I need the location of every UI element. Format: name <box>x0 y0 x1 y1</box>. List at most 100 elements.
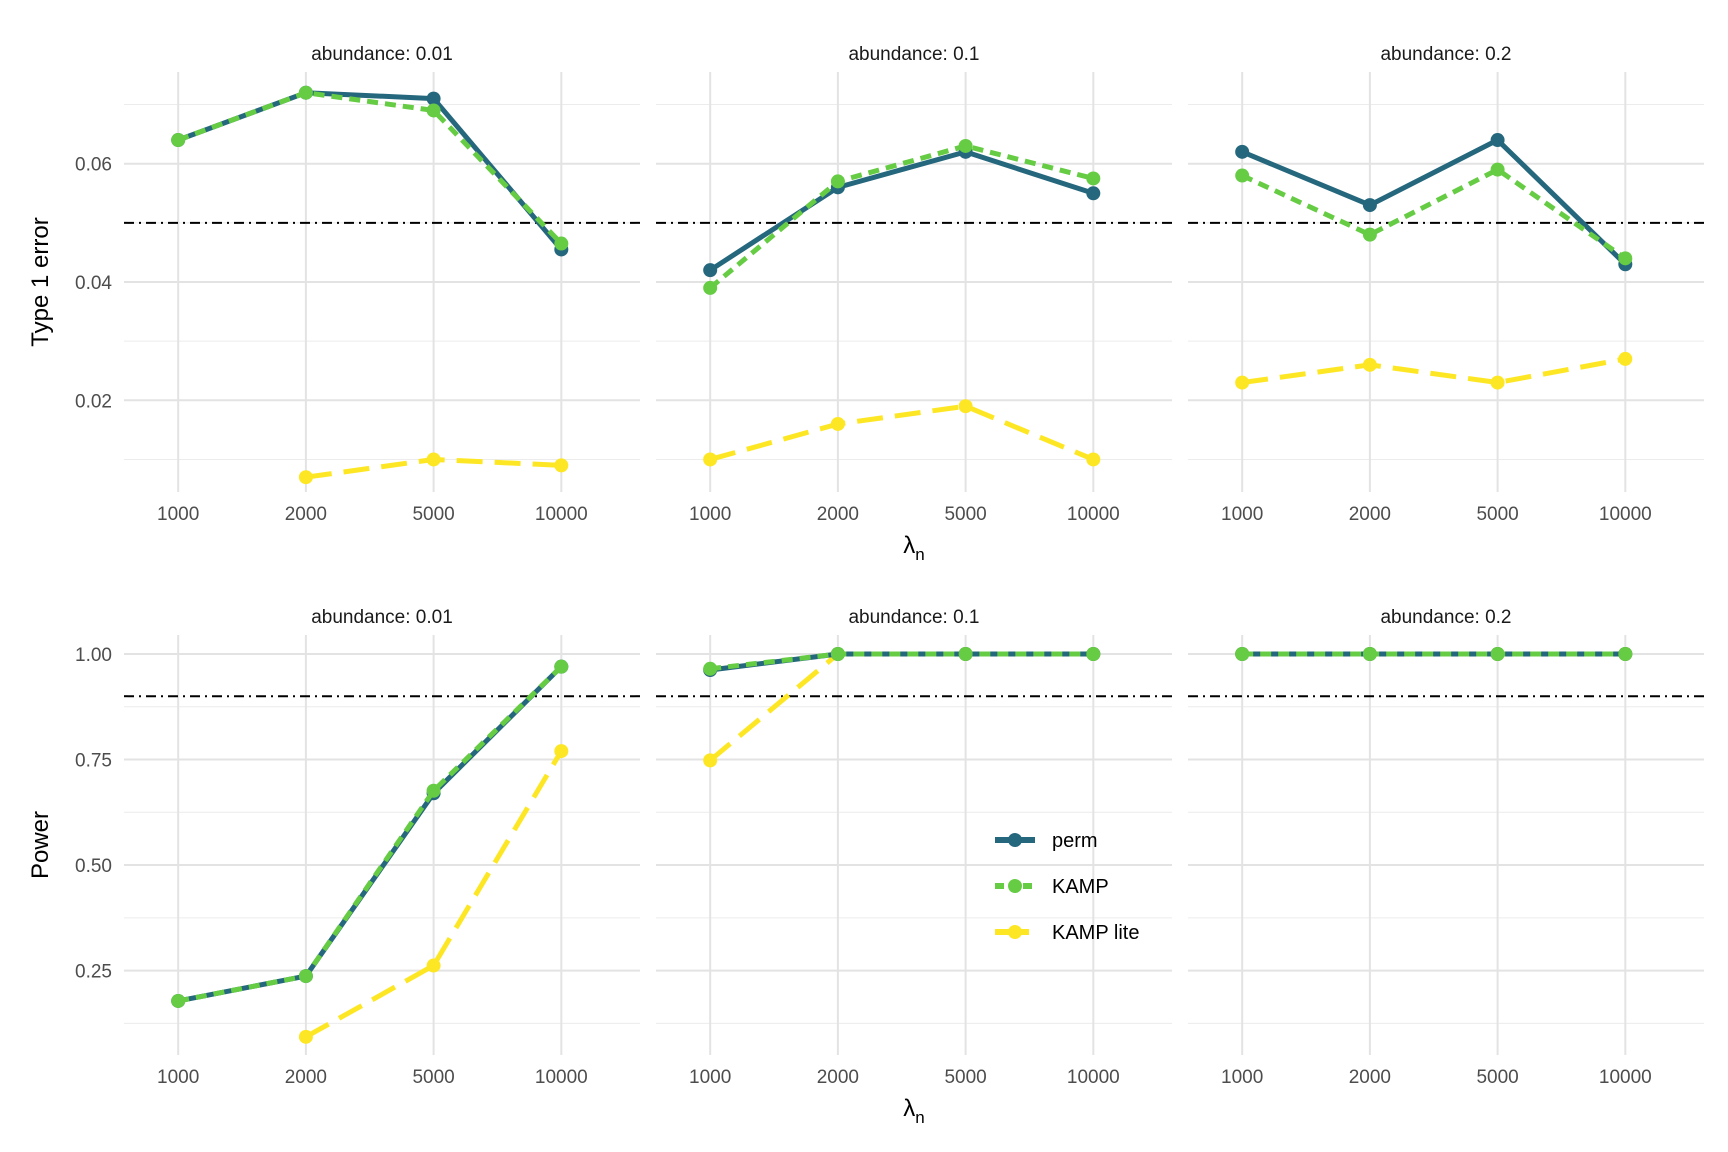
data-point-kamp <box>554 659 569 674</box>
panel-title: abundance: 0.1 <box>848 44 979 65</box>
data-point-kamp <box>830 646 845 661</box>
data-point-kamp <box>1235 168 1250 183</box>
data-point-kamp <box>298 969 313 984</box>
data-point-kamp <box>426 103 441 118</box>
x-tick-label: 10000 <box>1067 1067 1120 1088</box>
panel-title: abundance: 0.01 <box>311 607 453 628</box>
data-point-perm <box>703 263 718 278</box>
data-point-kamp-lite <box>703 753 718 768</box>
x-axis-label-main: λ <box>903 1095 915 1122</box>
y-tick-label: 0.04 <box>75 273 112 294</box>
x-tick-label: 1000 <box>157 504 199 525</box>
x-tick-label: 5000 <box>944 504 986 525</box>
data-point-kamp-lite <box>554 744 569 759</box>
x-tick-label: 2000 <box>817 1067 859 1088</box>
y-tick-label: 0.50 <box>75 856 112 877</box>
series-line-perm <box>177 664 564 1004</box>
data-point-kamp-lite <box>298 470 313 485</box>
panel: abundance: 0.01 1000 2000 5000 10000 <box>124 607 640 1088</box>
x-tick-label: 1000 <box>157 1067 199 1088</box>
data-point-kamp-lite <box>1490 375 1505 390</box>
data-point-kamp <box>298 85 313 100</box>
series-line-kamp <box>708 143 1094 290</box>
data-point-perm <box>1362 198 1377 213</box>
x-axis-label: λn <box>903 1095 924 1127</box>
series-line-kamp <box>177 664 564 1004</box>
data-point-perm <box>1490 133 1505 148</box>
panel: abundance: 0.1 1000 2000 5000 10000 λn <box>656 44 1172 564</box>
data-point-kamp <box>1490 162 1505 177</box>
series-line-kamp-lite <box>709 403 1095 462</box>
y-tick-label: 1.00 <box>75 645 112 666</box>
x-tick-label: 5000 <box>1476 1067 1518 1088</box>
x-tick-label: 1000 <box>689 504 731 525</box>
legend-key-point <box>1008 879 1022 893</box>
x-tick-label: 5000 <box>412 1067 454 1088</box>
data-point-kamp <box>171 993 186 1008</box>
x-tick-label: 10000 <box>535 1067 588 1088</box>
series-line-kamp <box>1241 167 1627 261</box>
data-point-perm <box>1086 186 1101 201</box>
y-tick-label: 0.75 <box>75 751 112 772</box>
data-point-kamp-lite <box>554 458 569 473</box>
data-point-kamp <box>1490 646 1505 661</box>
x-tick-label: 5000 <box>1476 504 1518 525</box>
x-tick-label: 2000 <box>1349 504 1391 525</box>
data-point-kamp <box>1618 646 1633 661</box>
data-point-perm <box>1235 144 1250 159</box>
x-axis-label-subscript: n <box>915 545 924 564</box>
panel-title: abundance: 0.01 <box>311 44 453 65</box>
series-line-kamp <box>709 651 1094 672</box>
series-line-kamp <box>177 90 564 246</box>
x-tick-label: 5000 <box>412 504 454 525</box>
x-tick-label: 2000 <box>817 504 859 525</box>
data-point-kamp-lite <box>1235 375 1250 390</box>
data-point-kamp <box>958 138 973 153</box>
x-tick-label: 10000 <box>1599 1067 1652 1088</box>
data-point-kamp-lite <box>1086 452 1101 467</box>
panel: abundance: 0.01 1000 2000 5000 10000 <box>124 44 640 525</box>
x-tick-label: 2000 <box>285 1067 327 1088</box>
data-point-perm <box>426 91 441 106</box>
y-axis-label: Type 1 error <box>27 217 54 346</box>
x-axis-label: λn <box>903 532 924 564</box>
data-point-kamp <box>1362 227 1377 242</box>
panel: abundance: 0.2 1000 2000 5000 10000 <box>1188 44 1704 525</box>
data-point-kamp <box>1618 251 1633 266</box>
y-axis-label: Power <box>27 811 54 879</box>
x-tick-label: 1000 <box>1221 1067 1263 1088</box>
x-tick-label: 10000 <box>1599 504 1652 525</box>
x-axis-label-subscript: n <box>915 1108 924 1127</box>
legend-label: KAMP lite <box>1052 922 1139 944</box>
legend-key-point <box>1008 833 1022 847</box>
data-point-kamp <box>1235 646 1250 661</box>
data-point-kamp <box>958 646 973 661</box>
panel: abundance: 0.2 1000 2000 5000 10000 <box>1188 607 1704 1088</box>
panel-title: abundance: 0.2 <box>1380 44 1511 65</box>
x-axis-label-main: λ <box>903 532 915 559</box>
data-point-kamp-lite <box>703 452 718 467</box>
series-line-perm <box>177 90 564 252</box>
legend-label: KAMP <box>1052 876 1109 898</box>
series-line-perm <box>1241 137 1628 267</box>
panel: abundance: 0.1 1000 2000 5000 10000 λn <box>656 607 1172 1127</box>
x-tick-label: 10000 <box>1067 504 1120 525</box>
data-point-kamp-lite <box>426 452 441 467</box>
y-tick-label: 0.25 <box>75 962 112 983</box>
data-point-kamp <box>426 783 441 798</box>
x-tick-label: 2000 <box>285 504 327 525</box>
x-tick-label: 2000 <box>1349 1067 1391 1088</box>
series-line-perm <box>708 149 1095 273</box>
data-point-kamp <box>703 661 718 676</box>
panel-title: abundance: 0.1 <box>848 607 979 628</box>
data-point-kamp-lite <box>830 416 845 431</box>
y-tick-label: 0.02 <box>75 391 112 412</box>
series-line-kamp-lite <box>304 749 564 1040</box>
data-point-kamp <box>1086 171 1101 186</box>
data-point-kamp <box>1362 646 1377 661</box>
data-point-kamp <box>171 133 186 148</box>
panel-title: abundance: 0.2 <box>1380 607 1511 628</box>
data-point-kamp <box>554 236 569 251</box>
x-tick-label: 10000 <box>535 504 588 525</box>
